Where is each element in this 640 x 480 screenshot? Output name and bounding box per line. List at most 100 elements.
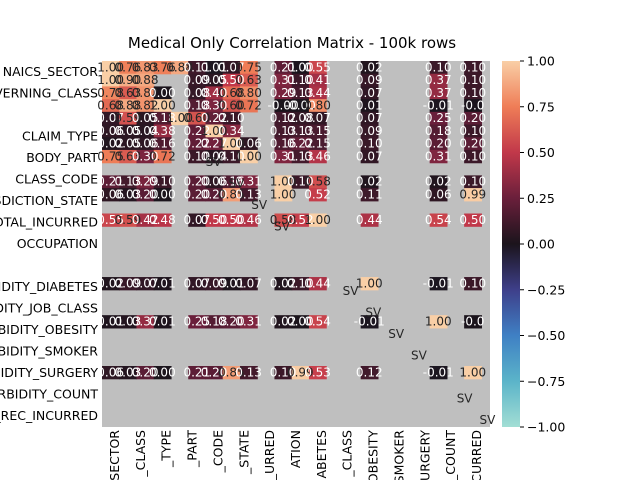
heatmap-cell [308,315,327,329]
cell-annotation: -0.0 [461,315,484,329]
y-tick-label: OCCUPATION [17,236,98,251]
heatmap-cell [153,277,172,291]
cell-annotation: 0.55 [97,213,124,227]
heatmap-cell [153,111,172,126]
missing-value-label: SV [251,198,268,212]
heatmap-cell [205,61,224,75]
heatmap-cell [222,137,241,151]
cell-annotation: 0.12 [270,111,297,125]
heatmap-cell [188,213,207,227]
cell-annotation: 0.22 [201,111,228,125]
heatmap-cell [308,111,327,126]
heatmap-cell [205,277,224,291]
cell-annotation: 0.58 [270,213,297,227]
y-tick-label: NAICS_SECTOR [3,64,99,79]
cell-annotation: 0.02 [270,276,297,290]
heatmap-cell [429,149,448,164]
cell-annotation: 0.06 [97,124,124,138]
cell-annotation: 1.00 [270,187,297,201]
heatmap-cell [102,149,120,164]
cell-annotation: 0.01 [356,98,383,112]
cell-annotation: 0.37 [425,73,452,87]
heatmap-cell [308,366,327,380]
cell-annotation: 0.80 [235,86,262,100]
cell-annotation: 0.31 [270,149,297,163]
cell-annotation: 0.04 [201,149,228,163]
heatmap-cell [360,86,379,100]
cell-annotation: 1.00 [425,315,452,329]
cell-annotation: 0.00 [149,365,176,379]
missing-value-label: SV [206,155,223,169]
y-tick-label: COMORBIDITY_COUNT [0,387,98,402]
cell-annotation: 0.09 [356,124,383,138]
cell-annotation: 0.05 [132,111,159,125]
heatmap-cell [308,73,327,88]
heatmap-cell [360,73,379,88]
heatmap-cell [308,86,327,100]
heatmap-cell [239,99,258,113]
cell-annotation: 0.13 [287,86,314,100]
heatmap-cell [274,188,293,202]
cell-annotation: 0.10 [270,365,297,379]
heatmap-cell [308,277,327,291]
cell-annotation: 0.29 [270,86,297,100]
cell-annotation: 0.58 [304,175,331,189]
cell-annotation: 0.13 [115,175,142,189]
cell-annotation: 0.09 [183,73,210,87]
missing-value-label: SV [228,176,245,190]
cell-annotation: 0.10 [459,86,486,100]
x-tick-label: _COUNT [443,430,458,480]
heatmap-cell [222,61,241,75]
cell-annotation: 0.10 [149,175,176,189]
heatmap-cell [188,111,207,126]
cell-annotation: 0.20 [132,187,159,201]
heatmap-cell [291,73,310,88]
x-tick-label: _CLASS [133,430,148,478]
heatmap-cell [274,277,293,291]
cell-annotation: 0.52 [287,213,314,227]
colorbar-tick-label: 0.00 [527,237,555,252]
cell-annotation: 0.18 [201,315,228,329]
cell-annotation: -0.01 [423,365,454,379]
cell-annotation: 0.31 [270,73,297,87]
heatmap-cell [205,124,224,138]
heatmap-cell [429,73,448,88]
heatmap-cell [119,124,138,138]
heatmap-cell [136,213,155,227]
cell-annotation: 0.10 [183,149,210,163]
heatmap-cell [274,124,293,138]
cell-annotation: 0.10 [459,73,486,87]
y-tick-label: CLAIM_TYPE [22,128,98,143]
heatmap-cell [102,137,120,151]
heatmap-cell [188,61,207,75]
y-tick-label: COMORBIDITY_SMOKER [0,344,98,359]
x-axis-tick-labels: SECTOR _CLASS _TYPE _PART _CODE _STATE _URRED A… [107,430,484,480]
heatmap-cell [222,99,241,113]
heatmap-cell [136,73,155,88]
cell-annotation: 0.03 [115,187,142,201]
heatmap-cell [308,99,327,113]
heatmap-cell [360,137,379,151]
x-tick-label: _URRED [262,430,277,480]
cell-annotation: 0.07 [218,60,245,74]
cell-annotation: 0.85 [218,365,245,379]
heatmap-cell [170,61,189,75]
cell-annotation: 0.10 [287,73,314,87]
cell-annotation: 0.10 [459,276,486,290]
heatmap-cell [429,137,448,151]
cell-annotation: 0.25 [425,111,452,125]
cell-annotation: 0.07 [132,276,159,290]
heatmap-cell [464,99,482,113]
cell-annotation: -0.0 [461,98,484,112]
heatmap-cell [222,111,241,126]
heatmap-cell [429,61,448,75]
heatmap-cell [188,315,207,329]
heatmap-cell [239,366,258,380]
heatmap-cell [205,315,224,329]
heatmap-annotations: 1.000.760.830.760.880.110.010.070.75 0.21… [97,60,496,427]
cell-annotation: 0.13 [235,187,262,201]
cell-annotation: 0.03 [115,315,142,329]
cell-annotation: -0.00 [285,98,316,112]
heatmap-cell [308,213,327,227]
colorbar-tick-label: −0.25 [527,282,565,297]
